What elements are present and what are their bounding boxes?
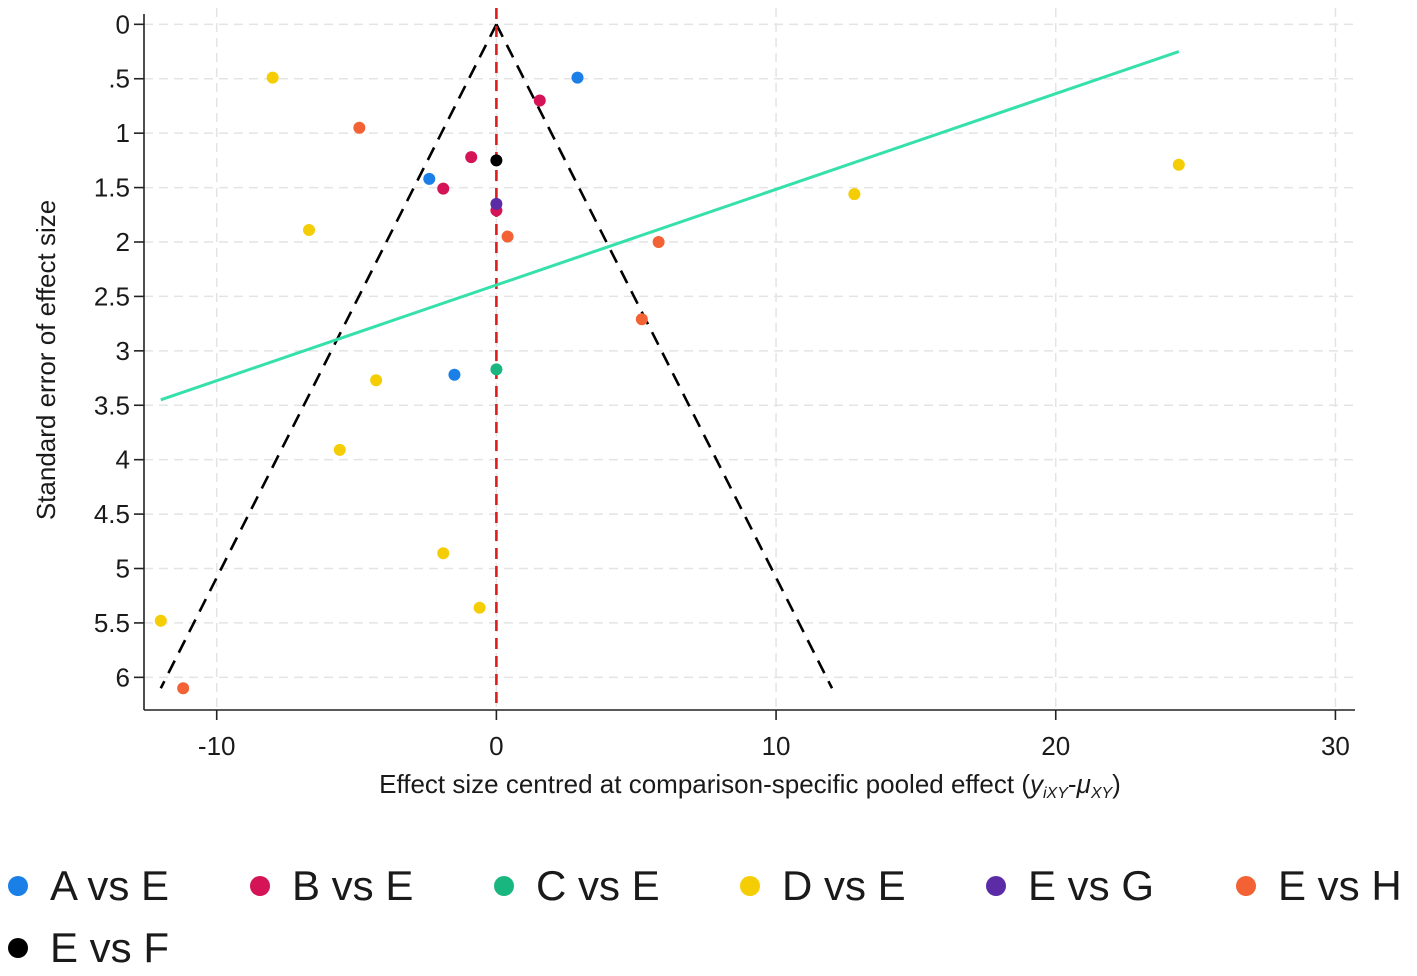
data-point-d-vs-e [1172,158,1185,171]
legend-label: C vs E [536,862,660,909]
legend-dot-icon [250,876,270,896]
grid [144,8,1355,710]
x-axis-title-mu: μ [1076,769,1091,799]
legend-label: B vs E [292,862,414,909]
x-tick-label: 0 [489,731,503,761]
x-axis-title-open: ( [1014,769,1030,799]
legend-dot-icon [986,876,1006,896]
legend-label: A vs E [50,862,170,909]
data-point-e-vs-h [635,313,648,326]
data-point-b-vs-e [437,182,450,195]
legend-label: D vs E [782,862,906,909]
data-point-d-vs-e [266,71,279,84]
y-tick-label: 1 [116,118,130,148]
data-point-e-vs-f [490,154,503,167]
x-axis-title-y-sub: iXY [1043,785,1069,802]
x-axis-title-y: y [1028,769,1045,799]
legend-label: E vs H [1278,862,1402,909]
data-point-e-vs-h [353,121,366,134]
y-tick-label: .5 [108,64,130,94]
legend-item-e-vs-h: E vs H [1236,858,1402,914]
axes [134,14,1355,720]
data-point-c-vs-e [490,363,503,376]
data-point-e-vs-h [177,682,190,695]
data-point-d-vs-e [437,547,450,560]
data-point-a-vs-e [448,368,461,381]
x-axis-title-mu-sub: XY [1090,785,1114,802]
legend-dot-icon [8,876,28,896]
x-axis-title: Effect size centred at comparison-specif… [379,769,1121,802]
legend-label: E vs F [50,924,170,971]
data-point-d-vs-e [154,614,167,627]
x-axis-title-dash: - [1068,769,1077,799]
x-tick-labels: -10 0 10 20 30 [198,731,1350,761]
y-tick-label: 3 [116,336,130,366]
data-point-d-vs-e [473,601,486,614]
data-point-e-vs-h [652,236,665,248]
legend-item-a-vs-e: A vs E [8,858,169,914]
legend-dot-icon [494,876,514,896]
y-tick-label: 6 [116,662,130,692]
data-points [154,71,1185,695]
data-point-a-vs-e [423,172,436,185]
y-tick-label: 2 [116,227,130,257]
x-tick-label: -10 [198,731,236,761]
pseudo-confidence-limit-left [159,23,498,689]
legend-item-e-vs-g: E vs G [986,858,1154,914]
y-tick-label: 5.5 [94,608,130,638]
y-tick-label: 4 [116,445,130,475]
data-point-d-vs-e [303,224,316,237]
y-axis-title: Standard error of effect size [31,200,61,520]
data-point-d-vs-e [370,374,383,387]
pseudo-confidence-limit-right [495,23,834,689]
legend-item-c-vs-e: C vs E [494,858,660,914]
data-point-b-vs-e [465,151,478,164]
reference-lines [159,8,1180,710]
legend-item-e-vs-f: E vs F [8,920,169,976]
data-point-e-vs-h [501,230,514,243]
y-tick-label: 2.5 [94,281,130,311]
x-tick-label: 30 [1321,731,1350,761]
data-point-a-vs-e [571,71,584,84]
legend-item-d-vs-e: D vs E [740,858,906,914]
legend-dot-icon [1236,876,1256,896]
x-tick-label: 10 [762,731,791,761]
x-axis-title-close: ) [1112,769,1121,799]
data-point-d-vs-e [333,443,346,456]
y-tick-label: 4.5 [94,499,130,529]
y-tick-labels: 0 .5 1 1.5 2 2.5 3 3.5 4 4.5 5 5.5 6 [94,9,130,692]
y-tick-label: 3.5 [94,390,130,420]
regression-line [160,50,1180,402]
x-tick-label: 20 [1041,731,1070,761]
legend-label: E vs G [1028,862,1155,909]
legend-dot-icon [8,938,28,958]
legend: A vs E B vs E C vs E D vs E E vs G E vs … [0,858,1417,972]
data-point-e-vs-g [490,197,503,210]
legend-dot-icon [740,876,760,896]
legend-item-b-vs-e: B vs E [250,858,413,914]
y-tick-label: 5 [116,554,130,584]
x-axis-title-main: Effect size centred at comparison-specif… [379,769,1015,799]
data-point-b-vs-e [533,94,546,107]
y-tick-label: 0 [116,9,130,39]
funnel-plot: 0 .5 1 1.5 2 2.5 3 3.5 4 4.5 5 5.5 6 -10 0 10 20 30 Stan… [31,8,1355,802]
y-tick-label: 1.5 [94,173,130,203]
data-point-d-vs-e [848,188,861,201]
